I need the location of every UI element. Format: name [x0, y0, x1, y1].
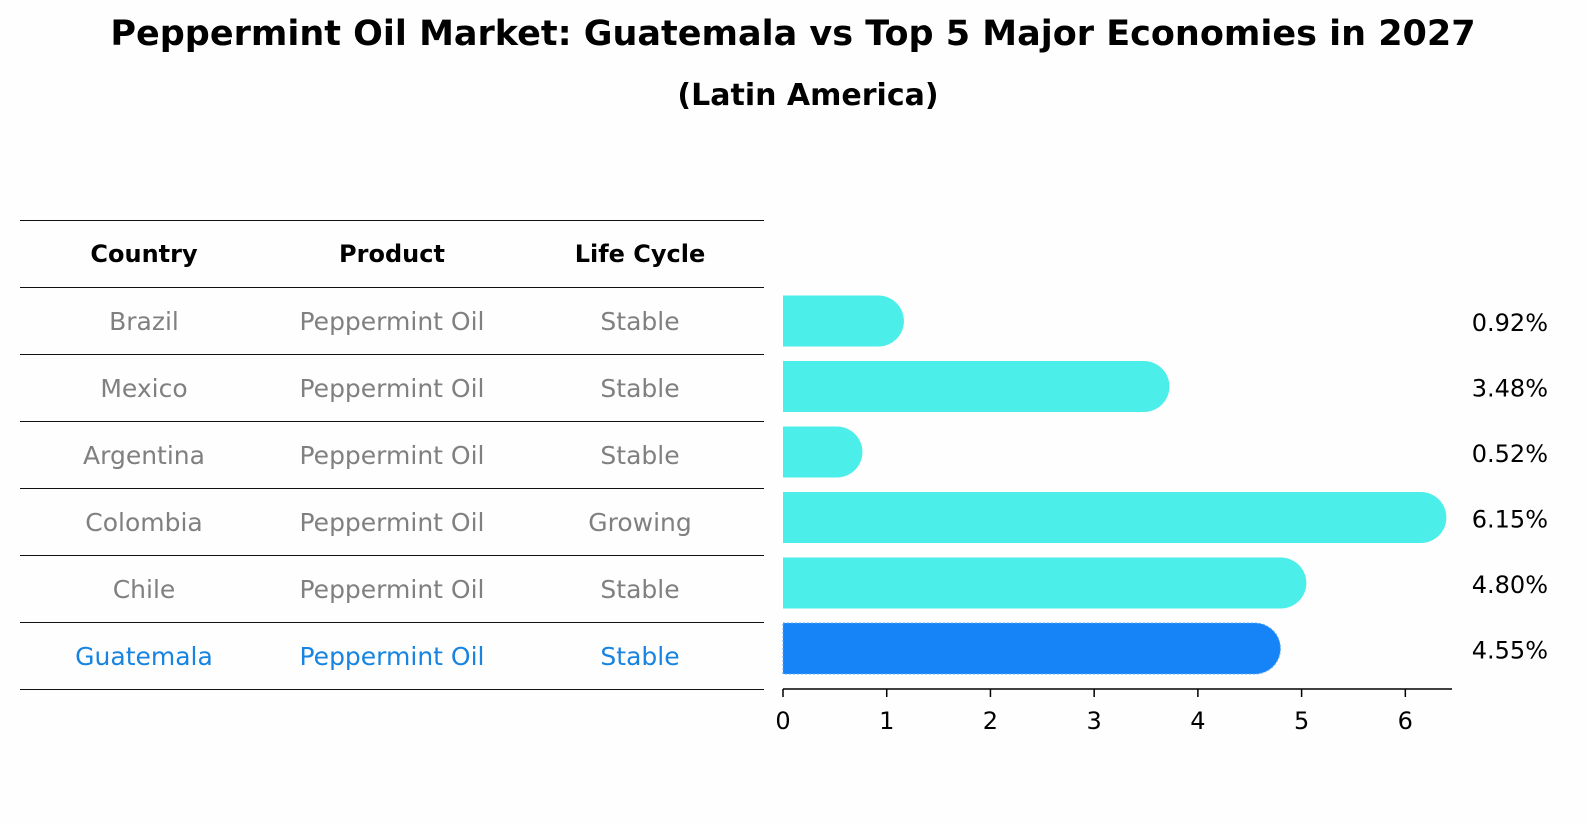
- x-tick-label: 6: [1398, 707, 1413, 735]
- life-cycle-cell: Stable: [600, 440, 680, 470]
- x-tick-label: 0: [775, 707, 790, 735]
- value-label: 0.52%: [1472, 440, 1548, 468]
- life-cycle-cell: Stable: [600, 373, 680, 403]
- life-cycle-cell: Stable: [600, 306, 680, 336]
- table-row: Chile Peppermint Oil Stable: [20, 555, 764, 622]
- country-cell: Brazil: [109, 306, 179, 336]
- table-row: Colombia Peppermint Oil Growing: [20, 488, 764, 555]
- country-cell: Mexico: [100, 373, 188, 403]
- life-cycle-cell: Stable: [600, 641, 680, 671]
- product-cell: Peppermint Oil: [299, 507, 485, 537]
- product-cell: Peppermint Oil: [299, 574, 485, 604]
- value-label: 6.15%: [1472, 506, 1548, 534]
- table-row: Brazil Peppermint Oil Stable: [20, 287, 764, 354]
- product-cell: Peppermint Oil: [299, 306, 485, 336]
- bar: [783, 295, 904, 347]
- country-cell: Chile: [112, 574, 176, 604]
- life-cycle-cell: Stable: [600, 574, 680, 604]
- header-product: Product: [339, 240, 445, 268]
- bar: [783, 426, 863, 478]
- table-header-row: Country Product Life Cycle: [20, 220, 764, 287]
- product-cell: Peppermint Oil: [299, 373, 485, 403]
- x-tick-label: 1: [879, 707, 894, 735]
- x-tick-label: 2: [983, 707, 998, 735]
- country-cell: Guatemala: [75, 641, 213, 671]
- country-cell: Colombia: [85, 507, 203, 537]
- header-country: Country: [90, 240, 198, 268]
- product-cell: Peppermint Oil: [299, 641, 485, 671]
- highlight-bar: [782, 622, 1281, 675]
- table-row: Argentina Peppermint Oil Stable: [20, 421, 764, 488]
- data-table: Country Product Life Cycle Brazil Pepper…: [20, 220, 764, 690]
- bar: [783, 492, 1447, 543]
- chart-subtitle: (Latin America): [677, 78, 939, 113]
- table-row-highlighted: Guatemala Peppermint Oil Stable: [20, 622, 764, 690]
- value-label: 4.55%: [1472, 637, 1548, 665]
- x-tick-label: 4: [1190, 707, 1205, 735]
- x-tick-label: 5: [1294, 707, 1309, 735]
- bar: [783, 557, 1307, 609]
- header-life-cycle: Life Cycle: [574, 240, 706, 268]
- chart-title: Peppermint Oil Market: Guatemala vs Top …: [110, 14, 1476, 54]
- country-cell: Argentina: [83, 440, 205, 470]
- value-label: 3.48%: [1472, 375, 1548, 403]
- value-label: 0.92%: [1472, 309, 1548, 337]
- bar: [783, 361, 1170, 412]
- table-row: Mexico Peppermint Oil Stable: [20, 354, 764, 421]
- life-cycle-cell: Growing: [588, 507, 692, 537]
- value-label: 4.80%: [1472, 571, 1548, 599]
- product-cell: Peppermint Oil: [299, 440, 485, 470]
- x-tick-label: 3: [1087, 707, 1102, 735]
